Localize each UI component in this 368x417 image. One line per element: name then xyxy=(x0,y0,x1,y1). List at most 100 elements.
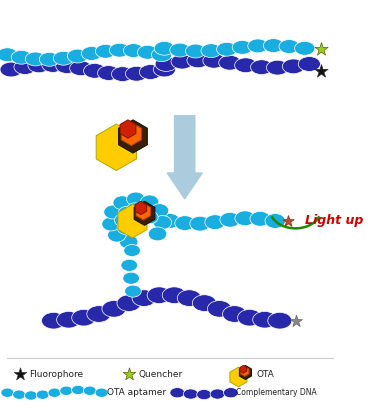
Ellipse shape xyxy=(232,40,252,54)
Ellipse shape xyxy=(83,386,96,395)
Ellipse shape xyxy=(28,58,50,73)
Ellipse shape xyxy=(95,44,116,58)
Text: Fluorophore: Fluorophore xyxy=(29,370,84,379)
Ellipse shape xyxy=(11,50,32,64)
Ellipse shape xyxy=(112,67,134,81)
Ellipse shape xyxy=(220,212,240,227)
Ellipse shape xyxy=(57,311,81,328)
Ellipse shape xyxy=(123,272,139,284)
Ellipse shape xyxy=(177,290,201,306)
Ellipse shape xyxy=(137,45,158,59)
Ellipse shape xyxy=(123,44,144,58)
Ellipse shape xyxy=(118,206,135,219)
Ellipse shape xyxy=(56,59,78,73)
Ellipse shape xyxy=(124,244,140,256)
Ellipse shape xyxy=(24,391,38,400)
Ellipse shape xyxy=(251,60,273,75)
Ellipse shape xyxy=(42,312,66,329)
Text: Quencher: Quencher xyxy=(138,370,183,379)
Ellipse shape xyxy=(238,309,262,326)
Ellipse shape xyxy=(147,287,171,304)
Ellipse shape xyxy=(219,55,241,70)
Ellipse shape xyxy=(132,290,156,306)
Ellipse shape xyxy=(160,214,180,229)
Ellipse shape xyxy=(120,235,138,249)
Ellipse shape xyxy=(1,388,14,397)
Ellipse shape xyxy=(217,42,237,56)
Ellipse shape xyxy=(203,53,225,68)
Ellipse shape xyxy=(192,295,216,311)
Ellipse shape xyxy=(223,388,238,398)
Ellipse shape xyxy=(71,385,85,394)
Ellipse shape xyxy=(72,309,96,326)
Ellipse shape xyxy=(13,390,26,399)
Text: Complementary DNA: Complementary DNA xyxy=(236,388,317,397)
Ellipse shape xyxy=(170,43,190,57)
Ellipse shape xyxy=(282,59,304,74)
Ellipse shape xyxy=(121,259,138,271)
Ellipse shape xyxy=(235,211,255,226)
Ellipse shape xyxy=(0,62,22,77)
Ellipse shape xyxy=(223,306,247,322)
Ellipse shape xyxy=(197,389,212,399)
Ellipse shape xyxy=(248,39,268,53)
Ellipse shape xyxy=(125,285,141,297)
Ellipse shape xyxy=(107,228,126,242)
Ellipse shape xyxy=(253,311,277,328)
Ellipse shape xyxy=(102,217,120,231)
Text: OTA aptamer: OTA aptamer xyxy=(107,388,166,397)
Ellipse shape xyxy=(25,52,46,66)
Ellipse shape xyxy=(152,48,172,62)
Ellipse shape xyxy=(98,65,120,80)
Ellipse shape xyxy=(95,388,108,397)
Ellipse shape xyxy=(114,214,131,227)
Point xyxy=(318,46,324,53)
Ellipse shape xyxy=(183,389,198,399)
Ellipse shape xyxy=(150,204,169,218)
Ellipse shape xyxy=(67,49,88,63)
Ellipse shape xyxy=(154,41,174,55)
Ellipse shape xyxy=(136,205,152,218)
Ellipse shape xyxy=(201,44,221,58)
Ellipse shape xyxy=(279,40,299,53)
Ellipse shape xyxy=(210,389,225,399)
Point xyxy=(17,371,23,377)
Ellipse shape xyxy=(127,203,143,216)
Point xyxy=(318,68,324,75)
Ellipse shape xyxy=(60,386,73,395)
Ellipse shape xyxy=(70,61,92,75)
Ellipse shape xyxy=(171,54,193,69)
Ellipse shape xyxy=(266,60,289,75)
Ellipse shape xyxy=(153,62,176,77)
Ellipse shape xyxy=(42,58,64,72)
Ellipse shape xyxy=(39,53,60,66)
Text: OTA: OTA xyxy=(257,370,275,379)
Ellipse shape xyxy=(148,227,167,241)
Ellipse shape xyxy=(208,301,231,317)
Ellipse shape xyxy=(250,211,270,226)
Ellipse shape xyxy=(127,192,145,206)
Ellipse shape xyxy=(162,287,186,304)
Ellipse shape xyxy=(36,390,49,399)
Point xyxy=(126,371,132,377)
Ellipse shape xyxy=(87,306,111,322)
Ellipse shape xyxy=(139,65,162,79)
Ellipse shape xyxy=(113,196,131,210)
Ellipse shape xyxy=(48,388,61,397)
Ellipse shape xyxy=(84,63,106,78)
Ellipse shape xyxy=(235,58,257,73)
Ellipse shape xyxy=(190,216,210,231)
Ellipse shape xyxy=(205,215,225,229)
Ellipse shape xyxy=(142,211,158,224)
Text: Light up: Light up xyxy=(305,214,363,227)
Point xyxy=(285,218,291,224)
Ellipse shape xyxy=(187,53,209,68)
Ellipse shape xyxy=(117,295,141,311)
Ellipse shape xyxy=(265,214,285,229)
Ellipse shape xyxy=(102,301,126,317)
FancyArrow shape xyxy=(167,116,202,199)
Ellipse shape xyxy=(104,205,122,219)
Ellipse shape xyxy=(117,221,134,234)
Ellipse shape xyxy=(140,195,159,209)
Ellipse shape xyxy=(125,66,148,81)
